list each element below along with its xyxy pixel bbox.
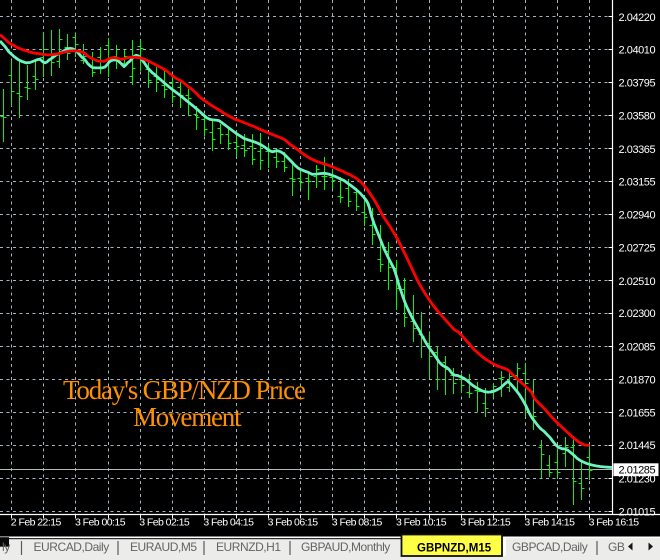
- svg-text:EURAUD,M5: EURAUD,M5: [130, 540, 197, 554]
- svg-text:2.01015: 2.01015: [619, 507, 656, 519]
- svg-text:GBPCAD,Daily: GBPCAD,Daily: [512, 540, 588, 554]
- svg-text:2.02300: 2.02300: [619, 308, 656, 320]
- svg-text:3 Feb 02:15: 3 Feb 02:15: [139, 517, 190, 529]
- svg-text:2.03155: 2.03155: [619, 176, 656, 188]
- svg-text:2.03580: 2.03580: [619, 111, 656, 123]
- svg-text:3 Feb 08:15: 3 Feb 08:15: [332, 517, 383, 529]
- svg-text:GBPAUD,Monthly: GBPAUD,Monthly: [301, 540, 390, 554]
- svg-text:2.04220: 2.04220: [619, 12, 656, 24]
- svg-text:2.02940: 2.02940: [619, 209, 656, 221]
- svg-text:2.01655: 2.01655: [619, 408, 656, 420]
- svg-text:2.01285: 2.01285: [619, 465, 656, 477]
- svg-text:3 Feb 04:15: 3 Feb 04:15: [203, 517, 254, 529]
- svg-text:GBPNZD,M15: GBPNZD,M15: [417, 543, 492, 555]
- svg-text:EURCAD,Daily: EURCAD,Daily: [34, 540, 110, 554]
- svg-text:2.01230: 2.01230: [619, 473, 656, 485]
- svg-text:3 Feb 00:15: 3 Feb 00:15: [75, 517, 126, 529]
- svg-text:2.03795: 2.03795: [619, 78, 656, 90]
- svg-text:2.01445: 2.01445: [619, 440, 656, 452]
- svg-text:ly: ly: [2, 540, 10, 554]
- svg-text:2 Feb 22:15: 2 Feb 22:15: [11, 517, 62, 529]
- svg-text:2.01870: 2.01870: [619, 375, 656, 387]
- svg-text:2.03365: 2.03365: [619, 144, 656, 156]
- svg-text:Today's GBP/NZD Price: Today's GBP/NZD Price: [63, 375, 306, 405]
- svg-text:3 Feb 16:15: 3 Feb 16:15: [589, 517, 640, 529]
- svg-text:EURNZD,H1: EURNZD,H1: [216, 540, 281, 554]
- svg-text:3 Feb 06:15: 3 Feb 06:15: [268, 517, 319, 529]
- svg-text:2.04010: 2.04010: [619, 44, 656, 56]
- svg-text:3 Feb 14:15: 3 Feb 14:15: [524, 517, 575, 529]
- svg-text:2.02510: 2.02510: [619, 276, 656, 288]
- svg-text:GB: GB: [608, 540, 625, 554]
- svg-text:Movement: Movement: [133, 402, 242, 432]
- svg-text:2.02725: 2.02725: [619, 243, 656, 255]
- svg-text:3 Feb 10:15: 3 Feb 10:15: [396, 517, 447, 529]
- svg-text:2.02085: 2.02085: [619, 341, 656, 353]
- svg-text:3 Feb 12:15: 3 Feb 12:15: [460, 517, 511, 529]
